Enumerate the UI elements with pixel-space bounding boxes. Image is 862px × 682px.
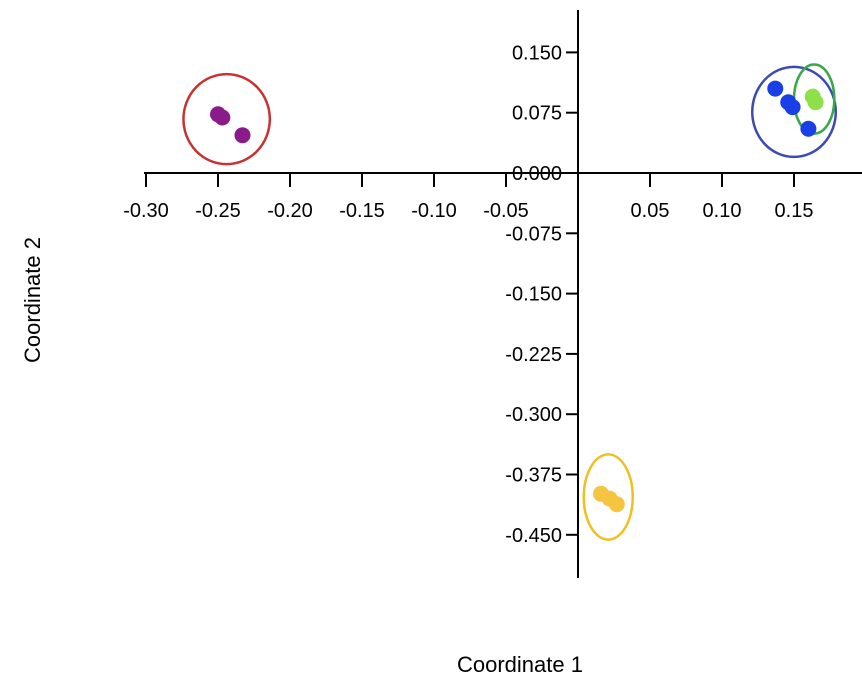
y-ticks: 0.150 0.075 0.000 -0.075 -0.150 -0.225 -0.300 -… <box>505 42 578 547</box>
cluster-ellipse <box>750 65 838 159</box>
x-tick-label: 0.05 <box>631 200 670 222</box>
y-tick-label: -0.450 <box>505 525 562 547</box>
data-points <box>210 80 824 513</box>
x-tick-label: -0.20 <box>267 200 313 222</box>
x-axis-title: Coordinate 1 <box>457 652 583 677</box>
x-tick-label: -0.15 <box>339 200 385 222</box>
x-tick-label: -0.25 <box>195 200 241 222</box>
x-tick-label: -0.30 <box>123 200 169 222</box>
y-tick-label: 0.000 <box>512 163 562 185</box>
y-tick-label: -0.225 <box>505 344 562 366</box>
data-point <box>807 94 824 111</box>
data-point <box>214 109 231 126</box>
cluster-ellipse <box>582 453 634 541</box>
y-tick-label: 0.075 <box>512 103 562 125</box>
data-point <box>767 80 784 97</box>
x-ticks: -0.30 -0.25 -0.20 -0.15 -0.10 -0.05 0.05 0.10 0.… <box>123 173 813 222</box>
cluster-ellipse <box>182 72 272 166</box>
y-tick-label: -0.150 <box>505 284 562 306</box>
x-tick-label: -0.10 <box>411 200 457 222</box>
x-tick-label: 0.10 <box>703 200 742 222</box>
data-point <box>800 120 817 137</box>
y-tick-label: -0.300 <box>505 404 562 426</box>
y-tick-label: -0.075 <box>505 223 562 245</box>
data-point <box>608 496 625 513</box>
y-tick-label: -0.375 <box>505 465 562 487</box>
y-axis-title: Coordinate 2 <box>20 237 45 363</box>
x-tick-label: -0.05 <box>483 200 529 222</box>
data-point <box>784 99 801 116</box>
y-tick-label: 0.150 <box>512 42 562 64</box>
x-tick-label: 0.15 <box>775 200 814 222</box>
data-point <box>234 127 251 144</box>
